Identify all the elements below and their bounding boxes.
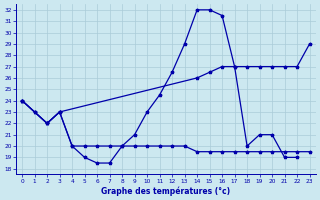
- X-axis label: Graphe des températures (°c): Graphe des températures (°c): [101, 186, 230, 196]
